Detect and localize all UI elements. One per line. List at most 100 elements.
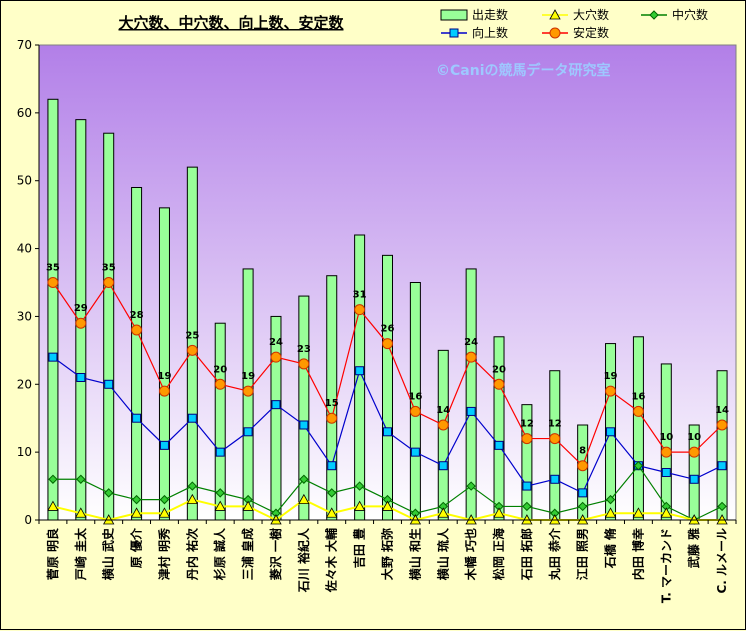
- marker-circle: [632, 405, 644, 417]
- x-tick-label: 杉原 誠人: [212, 527, 227, 580]
- watermark: ©Caniの競馬データ研究室: [436, 62, 611, 79]
- data-label: 20: [213, 364, 227, 375]
- marker-circle: [605, 385, 617, 397]
- marker-circle: [521, 433, 533, 445]
- bar: [632, 336, 644, 521]
- y-tick-label: 30: [17, 309, 32, 323]
- marker-square: [449, 28, 459, 38]
- data-label: 10: [659, 432, 673, 443]
- x-tick-label: 石川 裕紀人: [296, 527, 311, 593]
- marker-square: [578, 488, 588, 498]
- x-tick-label: 石橋 脩: [603, 527, 618, 569]
- legend-label: 大穴数: [573, 7, 609, 22]
- x-tick-label: 横山 武史: [101, 527, 116, 580]
- marker-triangle: [493, 507, 505, 518]
- x-tick-label: 原 優介: [129, 527, 144, 568]
- marker-circle: [688, 446, 700, 458]
- legend-label: 向上数: [472, 25, 508, 40]
- legend-label: 出走数: [472, 7, 508, 22]
- x-tick-label: 横山 琉人: [435, 527, 450, 580]
- bar: [131, 187, 143, 521]
- marker-circle: [103, 277, 115, 288]
- marker-diamond: [76, 474, 86, 484]
- bar: [298, 295, 310, 521]
- marker-circle: [437, 419, 449, 431]
- data-label: 24: [464, 337, 478, 348]
- marker-square: [606, 427, 616, 437]
- marker-square: [243, 427, 253, 437]
- legend-item: 安定数: [542, 25, 609, 40]
- data-label: 12: [520, 419, 534, 430]
- series-向上数: [48, 352, 727, 498]
- data-label: 10: [687, 432, 701, 443]
- marker-triangle: [47, 500, 59, 511]
- legend-item: 出走数: [440, 7, 508, 22]
- marker-circle: [75, 317, 87, 329]
- marker-triangle: [214, 500, 226, 511]
- marker-square: [717, 461, 727, 471]
- bar: [437, 349, 449, 521]
- marker-square: [132, 413, 142, 423]
- data-label: 19: [604, 371, 618, 382]
- data-label: 25: [185, 330, 199, 341]
- marker-square: [299, 420, 309, 430]
- marker-circle: [493, 378, 505, 390]
- marker-circle: [158, 385, 170, 397]
- marker-square: [76, 373, 86, 382]
- bar: [47, 98, 59, 521]
- marker-diamond: [466, 481, 476, 491]
- data-label: 20: [492, 364, 506, 375]
- marker-square: [550, 474, 560, 484]
- marker-triangle: [660, 507, 672, 518]
- data-label: 28: [130, 310, 144, 321]
- data-label: 31: [353, 290, 367, 301]
- marker-square: [438, 461, 448, 471]
- data-label: 16: [631, 391, 645, 402]
- marker-triangle: [158, 507, 171, 518]
- marker-circle: [270, 351, 282, 363]
- marker-diamond: [327, 488, 337, 498]
- marker-diamond: [649, 10, 659, 20]
- marker-diamond: [522, 501, 532, 512]
- marker-diamond: [187, 481, 198, 491]
- marker-diamond: [215, 488, 225, 498]
- marker-circle: [549, 433, 561, 445]
- x-tick-label: 菱沢 一樹: [268, 528, 283, 580]
- marker-diamond: [354, 481, 365, 491]
- series-大穴数: [47, 493, 728, 525]
- data-label: 29: [74, 303, 88, 314]
- x-tick-label: 石田 拓郎: [519, 528, 534, 581]
- marker-circle: [242, 385, 254, 397]
- data-label: 14: [436, 405, 450, 416]
- marker-circle: [131, 324, 143, 336]
- marker-square: [187, 413, 197, 423]
- marker-circle: [214, 378, 226, 390]
- bar: [716, 370, 728, 521]
- marker-diamond: [577, 501, 588, 512]
- marker-diamond: [633, 461, 644, 471]
- marker-square: [215, 447, 225, 457]
- data-label: 19: [157, 371, 171, 382]
- bar: [103, 132, 115, 521]
- marker-diamond: [159, 494, 170, 505]
- legend-label: 中穴数: [672, 7, 708, 22]
- legend-item: 中穴数: [641, 7, 708, 22]
- x-tick-label: 丸田 恭介: [547, 527, 562, 581]
- y-axis: 0 10 20 30 40 50 60 70: [17, 38, 40, 527]
- x-tick-label: 戸崎 圭太: [73, 527, 88, 580]
- data-labels: 35 29 35 28 19 25 20 19 24 23 15 31 26 16 14 24 20 12 12 8 1…: [46, 263, 729, 457]
- marker-square: [661, 468, 671, 477]
- x-tick-label: 菅原 明良: [45, 528, 60, 580]
- marker-circle: [298, 358, 310, 370]
- y-tick-label: 60: [17, 106, 32, 120]
- marker-square: [355, 366, 365, 376]
- marker-triangle: [298, 493, 310, 505]
- x-tick-label: 江田 照男: [575, 528, 590, 580]
- marker-circle: [465, 351, 477, 363]
- marker-triangle: [437, 507, 449, 518]
- marker-diamond: [605, 494, 616, 505]
- x-axis: 菅原 明良 戸崎 圭太 横山 武史原 優介 津村 明秀 丹内 祐次 杉原 誠人 三浦 皇成菱…: [38, 519, 737, 603]
